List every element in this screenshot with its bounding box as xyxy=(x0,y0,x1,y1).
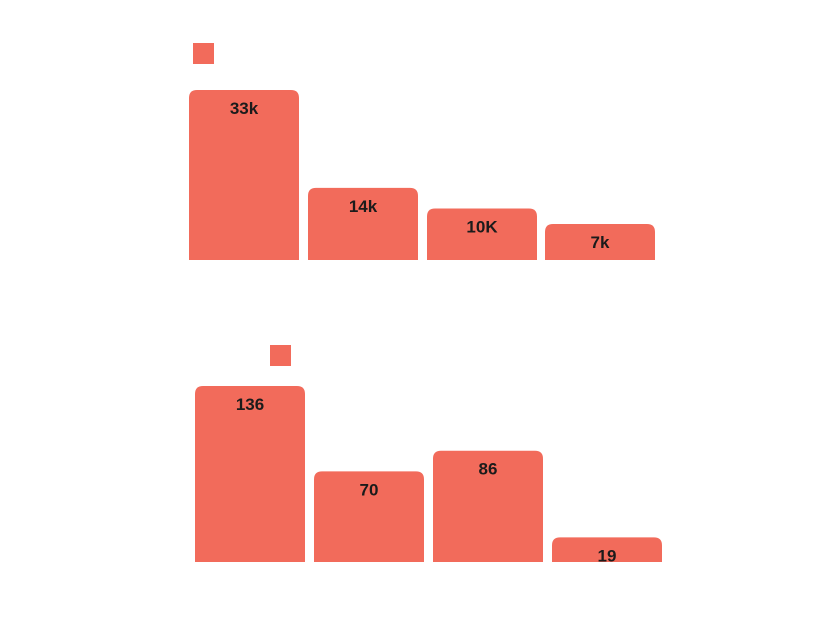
bar-value-label-2: 70 xyxy=(360,480,379,499)
bar-value-label-3: 86 xyxy=(479,460,498,479)
bar-value-label-1: 33k xyxy=(230,99,259,118)
bar-2 xyxy=(314,471,424,562)
bar-value-label-4: 19 xyxy=(598,546,617,565)
bar-2 xyxy=(308,187,418,260)
legend-swatch xyxy=(270,345,291,366)
bar-value-label-3: 10K xyxy=(466,217,498,236)
top-bar-chart: 33k 14k 10K 7k xyxy=(189,43,655,260)
bar-1 xyxy=(195,386,305,562)
bar-value-label-1: 136 xyxy=(236,395,264,414)
bar-1 xyxy=(189,90,299,260)
bar-3 xyxy=(433,450,543,562)
bar-3 xyxy=(427,208,537,260)
bar-value-label-2: 14k xyxy=(349,197,378,216)
bar-4 xyxy=(552,537,662,562)
bar-4 xyxy=(545,223,655,260)
bottom-bar-chart: 136 70 86 19 xyxy=(195,345,662,565)
bar-value-label-4: 7k xyxy=(591,233,610,252)
legend-swatch xyxy=(193,43,214,64)
